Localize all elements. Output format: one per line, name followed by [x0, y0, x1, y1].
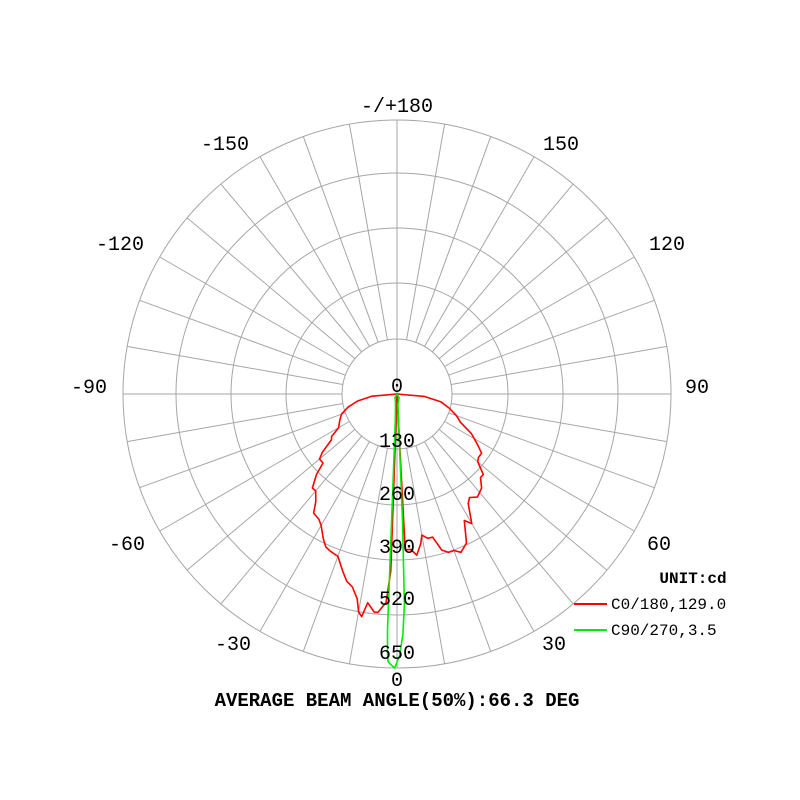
grid-spoke: [406, 448, 446, 664]
grid-spoke: [451, 345, 667, 385]
grid-spoke: [127, 345, 343, 385]
angle-label: 90: [685, 377, 709, 400]
radial-tick-label: 390: [379, 537, 415, 560]
grid-spoke: [444, 256, 635, 367]
radial-tick-label: 260: [379, 484, 415, 507]
grid-spoke: [406, 124, 446, 340]
grid-spoke: [438, 428, 608, 571]
angle-label: -120: [96, 234, 144, 257]
series-c90-270-line: [386, 393, 406, 669]
grid-spoke: [159, 421, 350, 532]
grid-spoke: [186, 217, 356, 360]
grid-spoke: [448, 412, 655, 489]
beam-angle-footer: AVERAGE BEAM ANGLE(50%):66.3 DEG: [215, 690, 580, 712]
angle-label: 0: [391, 670, 403, 693]
angle-label: -60: [109, 534, 145, 557]
grid-spoke: [139, 412, 346, 489]
legend: UNIT:cd C0/180,129.0 C90/270,3.5: [574, 570, 727, 640]
legend-entry-label: C0/180,129.0: [611, 596, 726, 614]
radial-tick-label: 520: [379, 589, 415, 612]
grid-spoke: [451, 403, 667, 443]
grid-spoke: [431, 435, 574, 605]
angle-label: -90: [71, 377, 107, 400]
legend-entry-label: C90/270,3.5: [611, 622, 717, 640]
radial-tick-label: 650: [379, 643, 415, 666]
radial-tick-label: 0: [391, 376, 403, 399]
grid-spoke: [424, 156, 535, 347]
polar-grid: [122, 119, 672, 669]
grid-spoke: [302, 136, 379, 343]
grid-spoke: [259, 441, 370, 632]
grid-spoke: [448, 299, 655, 376]
angle-label: 60: [647, 534, 671, 557]
grid-spoke: [186, 428, 356, 571]
grid-spoke: [220, 435, 363, 605]
angle-label: 120: [649, 234, 685, 257]
angle-label: 150: [543, 134, 579, 157]
grid-spoke: [259, 156, 370, 347]
grid-spoke: [415, 445, 492, 652]
angle-label: -150: [201, 134, 249, 157]
unit-label: UNIT:cd: [659, 570, 726, 588]
axis-labels: 0 130 260 390 520 650 -/+180 150 -150 120 -120 90 -9…: [71, 96, 709, 693]
grid-spoke: [444, 421, 635, 532]
series-lines: [311, 393, 485, 669]
grid-spoke: [302, 445, 379, 652]
grid-spoke: [438, 217, 608, 360]
grid-spoke: [424, 441, 535, 632]
grid-spoke: [415, 136, 492, 343]
grid-spoke: [139, 299, 346, 376]
grid-spoke: [348, 124, 388, 340]
grid-spoke: [431, 183, 574, 353]
radial-tick-label: 130: [379, 431, 415, 454]
grid-spoke: [159, 256, 350, 367]
angle-label: 30: [542, 634, 566, 657]
angle-label: -/+180: [361, 96, 433, 119]
grid-spoke: [348, 448, 388, 664]
grid-spoke: [127, 403, 343, 443]
grid-spoke: [220, 183, 363, 353]
angle-label: -30: [215, 634, 251, 657]
